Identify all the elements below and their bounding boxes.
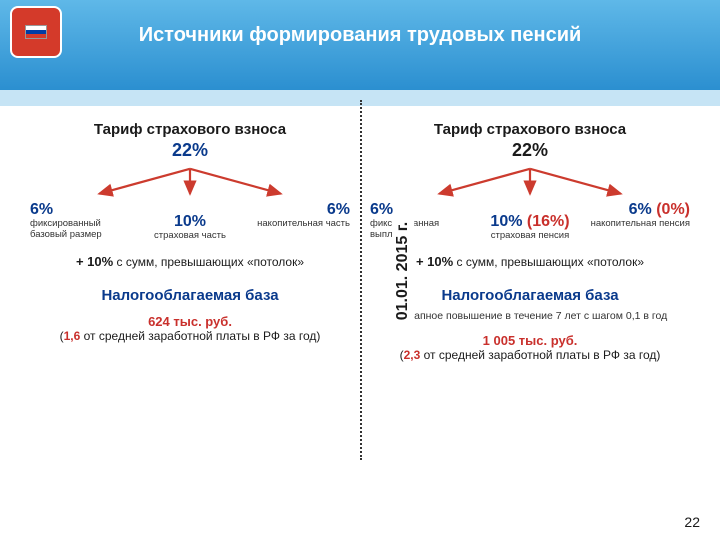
left-plus-line: + 10% с сумм, превышающих «потолок» [28,254,352,269]
right-split-1-label: фиксированная выплата [370,219,475,241]
left-split-3: 6% накопительная часть [245,201,352,242]
header: Источники формирования трудовых пенсий [0,0,720,90]
left-tariff-pct: 22% [28,140,352,161]
right-amount-desc: (2,3 от средней заработной платы в РФ за… [368,348,692,364]
right-amount: 1 005 тыс. руб. [368,333,692,348]
right-tariff-title: Тариф страхового взноса [368,121,692,138]
left-split-3-label: накопительная часть [245,219,350,230]
page-number: 22 [684,514,700,530]
left-amount-desc: (1,6 от средней заработной платы в РФ за… [28,329,352,345]
right-split-row: 6% фиксированная выплата 10% (16%) страх… [368,201,692,242]
right-split-2-pct: 10% (16%) [477,213,584,231]
page-title: Источники формирования трудовых пенсий [139,24,582,47]
left-split-1-pct: 6% [30,201,135,219]
center-divider [360,100,362,460]
left-column: Тариф страхового взноса 22% 6% фиксирова… [20,121,360,364]
right-split-2-label: страховая пенсия [477,231,584,242]
left-amount: 624 тыс. руб. [28,314,352,329]
right-split-3: 6% (0%) накопительная пенсия [585,201,692,242]
left-tariff-title: Тариф страхового взноса [28,121,352,138]
right-tariff-pct: 22% [368,140,692,161]
right-split-3-label: накопительная пенсия [585,219,690,230]
right-tax-base: Налогооблагаемая база [368,287,692,304]
left-arrows-diagram [60,167,320,199]
left-split-2-label: страховая часть [137,231,244,242]
right-split-1: 6% фиксированная выплата [368,201,475,242]
pfr-logo [10,6,68,64]
right-split-2: 10% (16%) страховая пенсия [477,213,584,242]
right-plus-line: + 10% с сумм, превышающих «потолок» [368,254,692,269]
left-tax-base: Налогооблагаемая база [28,287,352,304]
left-plus-bold: + 10% [76,254,113,269]
right-split-1-pct: 6% [370,201,475,219]
right-note: поэтапное повышение в течение 7 лет с ша… [368,310,692,323]
left-split-3-pct: 6% [245,201,350,219]
left-plus-rest: с сумм, превышающих «потолок» [113,255,304,269]
right-plus-bold: + 10% [416,254,453,269]
left-split-1: 6% фиксированный базовый размер [28,201,135,242]
divider-date-label: 01.01. 2015 г. [392,216,414,326]
left-split-row: 6% фиксированный базовый размер 10% стра… [28,201,352,242]
left-split-1-label: фиксированный базовый размер [30,219,135,241]
left-split-2: 10% страховая часть [137,213,244,242]
left-split-2-pct: 10% [137,213,244,231]
right-plus-rest: с сумм, превышающих «потолок» [453,255,644,269]
right-arrows-diagram [400,167,660,199]
right-split-3-pct: 6% (0%) [585,201,690,219]
